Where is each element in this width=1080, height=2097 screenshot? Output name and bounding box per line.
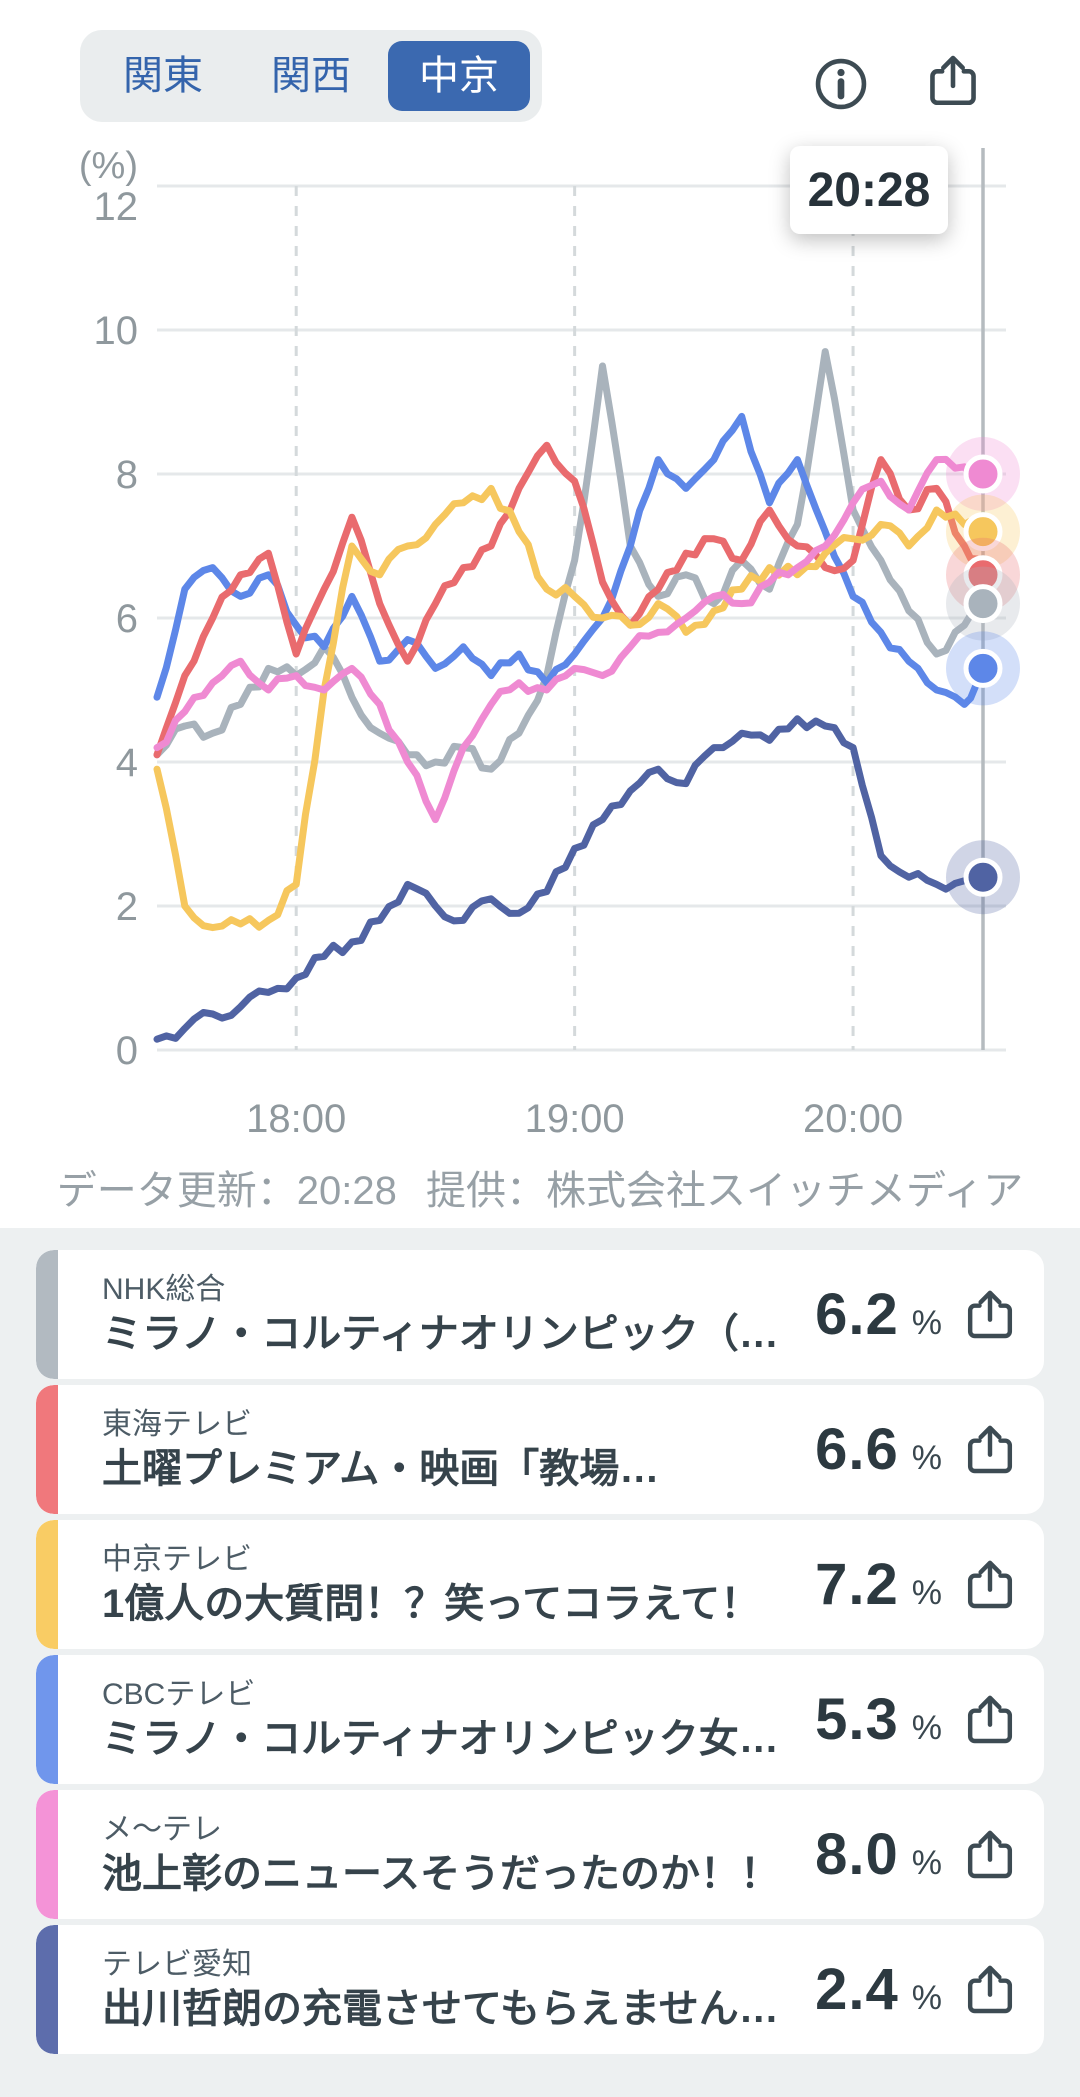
- provider-label: 提供：株式会社スイッチメディア: [426, 1169, 1024, 1213]
- share-icon: [962, 1962, 1018, 2018]
- rating-value: 6.2 %: [815, 1281, 942, 1348]
- y-tick-label: 0: [116, 1029, 138, 1073]
- series-line-5: [153, 455, 987, 824]
- rating-number: 2.4: [815, 1957, 899, 2022]
- series-line-2: [153, 441, 987, 759]
- rating-value: 5.3 %: [815, 1686, 942, 1753]
- channel-card[interactable]: 東海テレビ 土曜プレミアム・映画「教場… 6.6 %: [36, 1385, 1044, 1514]
- card-share-button[interactable]: [962, 1422, 1018, 1478]
- share-icon: [962, 1557, 1018, 1613]
- y-tick-label: 6: [116, 597, 138, 641]
- current-time-badge: 20:28: [790, 146, 948, 234]
- series-line-3: [153, 484, 987, 932]
- series-line-1: [153, 412, 987, 708]
- tab-region-1[interactable]: 関西: [271, 54, 351, 98]
- rating-number: 6.6: [815, 1417, 899, 1482]
- y-tick-label: 12: [94, 185, 139, 229]
- series-line-4: [153, 715, 987, 1043]
- rating-value: 7.2 %: [815, 1551, 942, 1618]
- endpoint-dot: [963, 648, 1003, 688]
- channel-name: 東海テレビ: [102, 1407, 252, 1441]
- channel-name: CBCテレビ: [102, 1677, 256, 1711]
- share-icon: [962, 1827, 1018, 1883]
- program-title: 出川哲朗の充電させてもらえません…: [102, 1986, 779, 2031]
- channel-list: NHK総合 ミラノ・コルティナオリンピック（… 6.2 % 東海テレビ 土曜プレ…: [0, 1228, 1080, 2097]
- endpoint-dot: [963, 584, 1003, 624]
- x-tick-label: 18:00: [246, 1097, 346, 1141]
- program-title: ミラノ・コルティナオリンピック女…: [102, 1716, 779, 1761]
- rating-number: 5.3: [815, 1687, 899, 1752]
- channel-color-bar: [36, 1925, 58, 2054]
- y-tick-label: 2: [116, 885, 138, 929]
- share-icon: [962, 1287, 1018, 1343]
- channel-color-bar: [36, 1385, 58, 1514]
- channel-name: NHK総合: [102, 1272, 226, 1306]
- channel-card[interactable]: テレビ愛知 出川哲朗の充電させてもらえません… 2.4 %: [36, 1925, 1044, 2054]
- rating-unit: %: [911, 1304, 942, 1342]
- y-tick-label: 4: [116, 741, 138, 785]
- program-title: ミラノ・コルティナオリンピック（…: [102, 1311, 779, 1356]
- channel-name: メ〜テレ: [102, 1812, 222, 1846]
- series-line-0: [153, 348, 987, 773]
- tab-region-2[interactable]: 中京: [388, 41, 530, 111]
- x-tick-label: 19:00: [525, 1097, 625, 1141]
- channel-color-bar: [36, 1520, 58, 1649]
- card-share-button[interactable]: [962, 1692, 1018, 1748]
- rating-value: 2.4 %: [815, 1956, 942, 2023]
- rating-unit: %: [911, 1574, 942, 1612]
- data-credit-line: データ更新：20:28 提供：株式会社スイッチメディア: [0, 1158, 1080, 1216]
- channel-name: 中京テレビ: [102, 1542, 252, 1576]
- card-share-button[interactable]: [962, 1557, 1018, 1613]
- channel-card[interactable]: メ〜テレ 池上彰のニュースそうだったのか！！ 8.0 %: [36, 1790, 1044, 1919]
- y-tick-label: 8: [116, 453, 138, 497]
- endpoint-dot: [963, 512, 1003, 552]
- channel-card[interactable]: CBCテレビ ミラノ・コルティナオリンピック女… 5.3 %: [36, 1655, 1044, 1784]
- region-tab-bar: 関東 関西 中京: [80, 30, 542, 122]
- program-title: 池上彰のニュースそうだったのか！！: [102, 1851, 780, 1896]
- channel-card[interactable]: 中京テレビ 1億人の大質問！？笑ってコラえて！ 7.2 %: [36, 1520, 1044, 1649]
- x-tick-label: 20:00: [803, 1097, 903, 1141]
- channel-name: テレビ愛知: [102, 1947, 252, 1981]
- share-icon: [962, 1422, 1018, 1478]
- channel-color-bar: [36, 1655, 58, 1784]
- card-share-button[interactable]: [962, 1962, 1018, 2018]
- rating-value: 8.0 %: [815, 1821, 942, 1888]
- share-icon: [962, 1692, 1018, 1748]
- channel-color-bar: [36, 1250, 58, 1379]
- rating-number: 7.2: [815, 1552, 899, 1617]
- channel-card[interactable]: NHK総合 ミラノ・コルティナオリンピック（… 6.2 %: [36, 1250, 1044, 1379]
- y-tick-label: 10: [94, 309, 139, 353]
- rating-unit: %: [911, 1844, 942, 1882]
- rating-number: 6.2: [815, 1282, 899, 1347]
- endpoint-dot: [963, 857, 1003, 897]
- tab-region-0[interactable]: 関東: [123, 54, 203, 98]
- ratings-line-chart[interactable]: 0 2 4 6 8 10 12(%) 18:00 19:00 20:00: [0, 0, 1080, 1228]
- rating-unit: %: [911, 1439, 942, 1477]
- rating-number: 8.0: [815, 1822, 899, 1887]
- rating-value: 6.6 %: [815, 1416, 942, 1483]
- y-axis-unit-label: (%): [79, 145, 138, 187]
- data-updated-label: データ更新：20:28: [56, 1169, 397, 1213]
- channel-color-bar: [36, 1790, 58, 1919]
- program-title: 土曜プレミアム・映画「教場…: [102, 1446, 660, 1491]
- program-title: 1億人の大質問！？笑ってコラえて！: [102, 1581, 761, 1626]
- card-share-button[interactable]: [962, 1827, 1018, 1883]
- rating-unit: %: [911, 1979, 942, 2017]
- card-share-button[interactable]: [962, 1287, 1018, 1343]
- rating-unit: %: [911, 1709, 942, 1747]
- endpoint-dot: [963, 454, 1003, 494]
